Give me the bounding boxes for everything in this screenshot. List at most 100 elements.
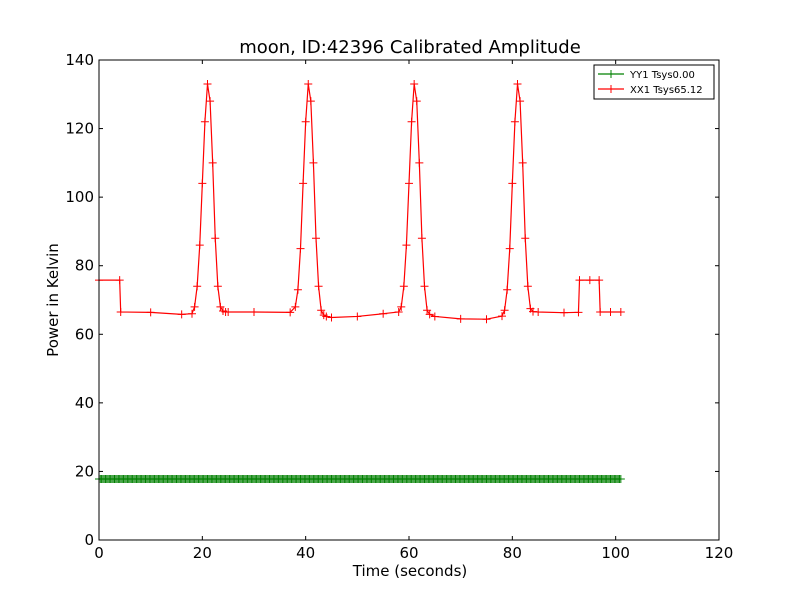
data-point (203, 80, 212, 88)
data-point (399, 282, 408, 291)
data-point (575, 276, 584, 285)
data-point (314, 282, 323, 291)
data-point (574, 308, 583, 317)
data-point (301, 117, 310, 126)
legend-marker-1 (607, 85, 615, 93)
data-point (286, 308, 295, 317)
y-axis-title: Power in Kelvin (44, 243, 62, 357)
series-markers-0 (95, 474, 625, 483)
data-point (516, 97, 525, 106)
series-markers-1 (95, 80, 625, 324)
data-point (456, 314, 465, 323)
x-tick-label: 80 (503, 544, 522, 562)
y-tick-label: 60 (75, 325, 94, 343)
legend: YY1 Tsys0.00 XX1 Tsys65.12 (593, 64, 715, 100)
data-point (405, 179, 413, 188)
data-point (498, 312, 506, 321)
data-point (430, 312, 439, 321)
data-point (206, 97, 215, 106)
data-point (296, 244, 305, 253)
y-tick-label: 20 (75, 462, 94, 480)
data-point (616, 308, 625, 316)
data-point (116, 308, 125, 316)
series-line-1 (99, 83, 621, 320)
data-point (190, 302, 199, 311)
axis-ticks: 0 20 40 60 80 100 120 0 20 40 60 80 100 120 140 (65, 51, 733, 562)
data-point (353, 312, 362, 321)
data-point (198, 179, 207, 188)
y-tick-label: 40 (75, 394, 94, 412)
x-tick-label: 100 (601, 544, 630, 562)
x-tick-label: 60 (399, 544, 418, 562)
x-tick-label: 20 (193, 544, 212, 562)
data-point (312, 234, 320, 243)
data-point (534, 308, 543, 316)
x-tick-label: 120 (705, 544, 734, 562)
y-tick-label: 140 (65, 51, 94, 69)
data-point (193, 282, 202, 291)
data-point (216, 302, 225, 311)
data-point (177, 310, 186, 319)
data-point (500, 306, 509, 315)
data-point (423, 306, 432, 315)
data-point (146, 308, 155, 317)
data-point (482, 315, 491, 324)
data-point (606, 308, 615, 316)
data-point (585, 276, 594, 285)
data-point (523, 282, 532, 291)
chart-title: moon, ID:42396 Calibrated Amplitude (239, 37, 581, 58)
legend-box (593, 64, 715, 100)
data-point (397, 302, 406, 311)
data-point (309, 158, 318, 167)
data-point (224, 308, 233, 316)
data-point (616, 474, 625, 483)
data-point (306, 97, 315, 106)
x-axis-title: Time (seconds) (352, 562, 468, 580)
data-point (304, 80, 313, 88)
data-point (410, 80, 419, 88)
data-point (508, 179, 517, 188)
data-point (412, 97, 421, 106)
y-tick-label: 120 (65, 120, 94, 138)
data-point (415, 158, 424, 167)
data-point (417, 234, 426, 243)
plot-area (95, 80, 625, 483)
data-point (596, 308, 605, 316)
data-point (510, 117, 519, 126)
data-point (379, 309, 388, 318)
data-point (299, 179, 308, 188)
data-point (293, 285, 302, 294)
data-point (407, 117, 416, 126)
legend-marker-0 (607, 70, 615, 78)
data-point (208, 158, 217, 167)
data-point (505, 244, 514, 253)
data-point (200, 117, 209, 126)
data-point (521, 234, 530, 243)
data-point (595, 276, 604, 285)
data-point (425, 310, 434, 319)
data-point (513, 80, 522, 88)
data-point (188, 309, 196, 318)
data-point (518, 158, 527, 167)
data-point (420, 282, 429, 291)
y-tick-label: 0 (84, 531, 94, 549)
data-point (394, 308, 403, 316)
data-point (211, 234, 220, 243)
data-point (250, 308, 258, 316)
legend-label-0: YY1 Tsys0.00 (629, 70, 695, 81)
data-point (291, 302, 300, 311)
y-tick-label: 80 (75, 257, 94, 275)
data-point (195, 241, 204, 250)
data-point (115, 276, 124, 285)
legend-label-1: XX1 Tsys65.12 (630, 85, 703, 96)
data-point (503, 285, 512, 294)
data-point (322, 312, 331, 321)
x-tick-label: 40 (296, 544, 315, 562)
data-point (402, 241, 411, 250)
data-point (560, 308, 568, 317)
data-point (327, 313, 336, 322)
data-point (213, 282, 222, 291)
y-tick-label: 100 (65, 188, 94, 206)
